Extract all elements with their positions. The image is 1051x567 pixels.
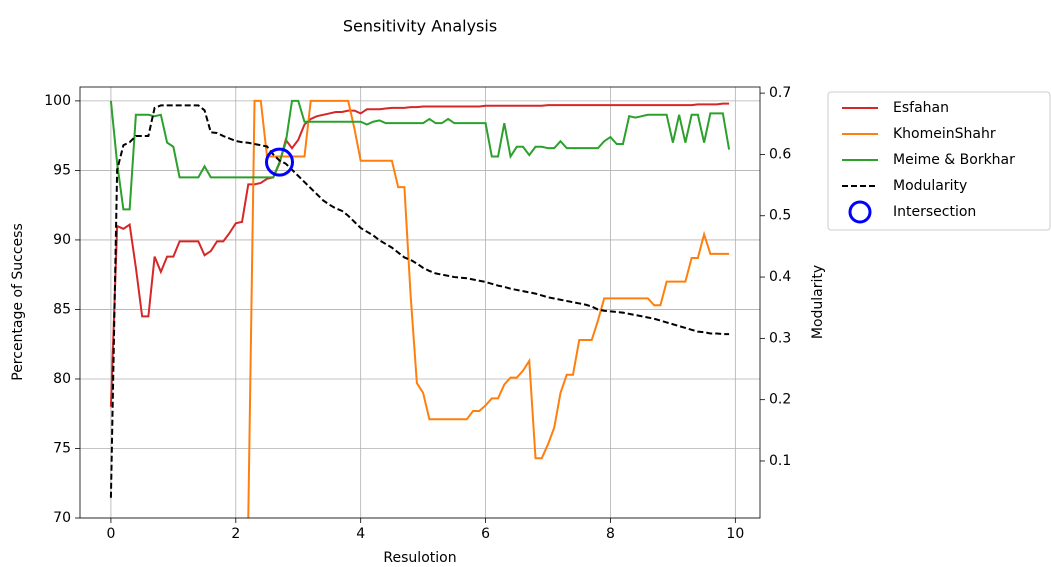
y2-tick-label: 0.6 — [769, 146, 791, 162]
x-tick-label: 2 — [231, 526, 240, 542]
y2-tick-label: 0.7 — [769, 85, 791, 101]
legend-label: KhomeinShahr — [893, 126, 996, 142]
legend-label: Modularity — [893, 178, 967, 194]
x-tick-label: 4 — [356, 526, 365, 542]
legend-swatch — [848, 200, 872, 224]
series-line — [109, 99, 731, 211]
y-tick-label: 90 — [53, 232, 71, 248]
plot-frame — [79, 86, 761, 519]
y-tick-label: 85 — [53, 301, 71, 317]
y-tick-label: 95 — [53, 162, 71, 178]
x-tick-label: 10 — [726, 526, 744, 542]
grid — [80, 87, 760, 519]
series-line — [109, 102, 730, 407]
y-tick-label: 100 — [44, 93, 71, 109]
y2-tick-label: 0.3 — [769, 330, 791, 346]
series-line — [109, 104, 730, 498]
y2-tick-label: 0.5 — [769, 208, 791, 224]
x-axis-label: Resulotion — [383, 550, 456, 566]
legend-label: Esfahan — [893, 100, 949, 116]
y2-tick-label: 0.2 — [769, 392, 791, 408]
y2-axis-label: Modularity — [810, 265, 826, 339]
x-tick-label: 8 — [606, 526, 615, 542]
y-axis-label: Percentage of Success — [10, 223, 26, 381]
legend-label: Meime & Borkhar — [893, 152, 1015, 168]
plot-lines — [109, 99, 731, 518]
y-tick-label: 70 — [53, 510, 71, 526]
legend-box — [827, 91, 1051, 231]
y2-tick-label: 0.1 — [769, 453, 791, 469]
y-tick-label: 75 — [53, 440, 71, 456]
legend-label: Intersection — [893, 204, 976, 220]
axes: 0 2 4 6 8 10 70 75 80 85 90 95 100 0.1 0.2 0.3 0.4 0.5 0.6… — [44, 85, 791, 542]
x-tick-label: 6 — [481, 526, 490, 542]
y-tick-label: 80 — [53, 371, 71, 387]
series-line — [247, 99, 730, 518]
intersection-marker — [265, 147, 295, 177]
y2-tick-label: 0.4 — [769, 269, 791, 285]
legend: Esfahan KhomeinShahr Meime & Borkhar Modula… — [842, 100, 1015, 224]
x-tick-label: 0 — [106, 526, 115, 542]
chart-title: Sensitivity Analysis — [343, 17, 497, 36]
